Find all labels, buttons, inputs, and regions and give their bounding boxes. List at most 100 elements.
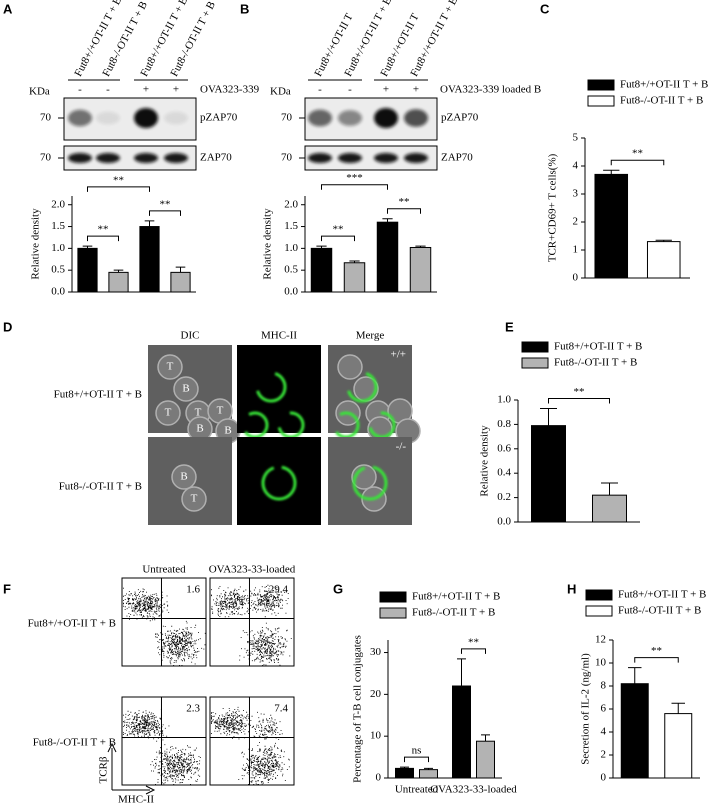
- cell: [155, 400, 181, 426]
- error-bar: [113, 269, 124, 273]
- x-tick-label: OVA323-33-loaded: [430, 784, 517, 796]
- error-bar: [481, 734, 490, 742]
- significance-label: **: [651, 645, 662, 657]
- cell-letter: B: [182, 383, 189, 395]
- legend-swatch: [587, 79, 615, 91]
- significance-label: **: [98, 224, 109, 236]
- flow-events: [123, 587, 206, 666]
- y-tick-label: 0.2: [497, 491, 511, 503]
- axis-arrow: [107, 742, 156, 795]
- y-axis-label: Percentage of T-B cell conjugates: [352, 635, 364, 783]
- cell: [171, 464, 197, 490]
- treatment-sign: -: [106, 84, 110, 96]
- y-tick-label: 0.5: [284, 264, 298, 276]
- band: [404, 109, 428, 127]
- y-tick-label: 0: [376, 772, 382, 784]
- cell-letter: B: [224, 425, 231, 437]
- y-tick-label: 0.5: [51, 264, 65, 276]
- significance-bracket: [321, 184, 388, 190]
- axis-label: TCRβ: [98, 756, 110, 783]
- quadrant-value: 7.4: [274, 703, 288, 715]
- cell-letter: T: [167, 361, 174, 373]
- panel-letter: F: [3, 581, 11, 596]
- treatment-label: OVA323-339 loaded B: [440, 84, 541, 96]
- column-label: MHC-II: [261, 330, 297, 342]
- band: [68, 153, 92, 163]
- kda-label: KDa: [29, 86, 50, 98]
- flow-events: [123, 708, 201, 785]
- error-bar: [175, 266, 186, 273]
- significance-label: **: [333, 224, 344, 236]
- bar: [531, 425, 566, 523]
- cell-letter: B: [180, 471, 187, 483]
- bar: [77, 247, 98, 293]
- row-label: Fut8+/+OT-II T + B: [28, 618, 116, 630]
- y-tick-label: 0.6: [497, 442, 511, 454]
- band: [374, 108, 398, 128]
- significance-bracket: [610, 159, 665, 166]
- bar: [620, 683, 649, 779]
- error-bar: [671, 702, 685, 714]
- error-bar: [424, 767, 433, 770]
- treatment-label: OVA323-339: [200, 84, 260, 96]
- error-bar: [382, 218, 393, 223]
- flow-events: [211, 584, 292, 666]
- error-bar: [601, 482, 618, 496]
- band: [338, 153, 362, 163]
- cell: [173, 376, 199, 402]
- panel-letter: B: [240, 1, 249, 16]
- y-axis-label: TCR+CD69+ T cells(%): [547, 153, 559, 262]
- y-tick-label: 0: [601, 772, 607, 784]
- marker-label: 70: [281, 152, 293, 164]
- genotype: +/+: [391, 349, 406, 361]
- micrograph: [237, 437, 321, 525]
- y-tick-label: 2: [601, 749, 607, 761]
- bar: [139, 226, 160, 293]
- y-tick-label: 6: [601, 703, 607, 715]
- error-bar: [316, 245, 327, 249]
- error-bar: [400, 766, 409, 769]
- band: [404, 153, 428, 163]
- significance-bracket: [149, 210, 181, 216]
- band: [374, 153, 398, 163]
- error-bar: [655, 239, 672, 242]
- panel-letter: G: [333, 581, 343, 596]
- band: [68, 109, 92, 127]
- genotype: -/-: [396, 441, 407, 453]
- significance-bracket: [387, 208, 421, 214]
- significance-bracket: [87, 235, 119, 242]
- column-label: DIC: [181, 330, 200, 342]
- column-label: Untreated: [142, 564, 186, 576]
- band: [338, 110, 362, 126]
- legend-swatch: [585, 589, 613, 601]
- axis-label: MHC-II: [118, 794, 154, 806]
- band: [308, 153, 332, 163]
- error-bar: [349, 260, 360, 263]
- significance-label: **: [632, 148, 643, 160]
- error-bar: [457, 658, 466, 686]
- y-tick-label: 10: [595, 657, 607, 669]
- treatment-sign: +: [173, 84, 179, 96]
- y-tick-label: 2.0: [284, 198, 298, 210]
- y-tick-label: 4: [601, 726, 607, 738]
- lane-label: Fut8+/+OT-II T + E: [408, 0, 460, 79]
- y-tick-label: 20: [370, 688, 382, 700]
- y-tick-label: 1.5: [284, 220, 298, 232]
- y-tick-label: 0.0: [284, 286, 298, 298]
- micrograph: [237, 345, 321, 433]
- y-axis-label: Relative density: [479, 425, 491, 497]
- x-tick-label: Untreated: [395, 784, 439, 796]
- significance-label: ns: [412, 745, 422, 757]
- band: [96, 111, 120, 125]
- band: [308, 109, 332, 127]
- panel-letter: H: [567, 581, 576, 596]
- bar: [376, 221, 399, 293]
- y-tick-label: 3: [573, 188, 579, 200]
- error-bar: [540, 408, 557, 426]
- significance-label: **: [160, 198, 171, 210]
- blot-label: pZAP70: [200, 112, 238, 124]
- y-tick-label: 1: [573, 244, 579, 256]
- bar: [310, 247, 333, 293]
- bar: [170, 271, 191, 293]
